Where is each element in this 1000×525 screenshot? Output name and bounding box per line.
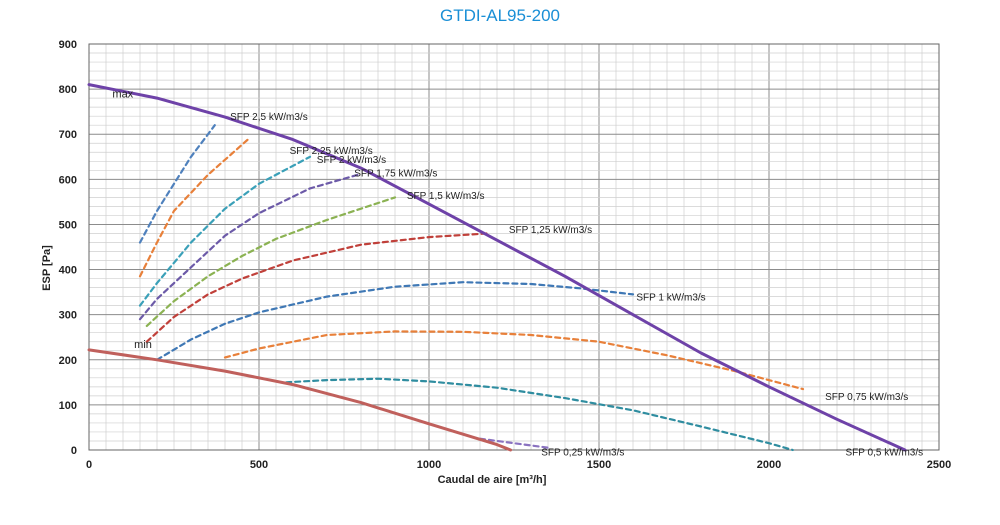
series-label: SFP 0,5 kW/m3/s (846, 447, 924, 458)
x-tick-label: 500 (250, 459, 268, 471)
series-line-sfp-1-5-kw-m3-s (145, 196, 397, 327)
series-line-sfp-0-25-kw-m3-s (478, 437, 550, 449)
grid-layer (88, 43, 940, 451)
y-tick-label: 700 (59, 129, 77, 141)
series-line-sfp-0-75-kw-m3-s (223, 330, 805, 391)
series-line-max (87, 83, 907, 452)
series-label: SFP 0,25 kW/m3/s (541, 447, 624, 458)
plot-frame (88, 43, 940, 451)
series-label: SFP 2,25 kW/m3/s (290, 146, 373, 157)
series-label: max (112, 89, 133, 101)
x-tick-label: 0 (86, 459, 92, 471)
series-label: SFP 1,5 kW/m3/s (407, 191, 485, 202)
series-label: SFP 1,75 kW/m3/s (354, 169, 437, 180)
y-tick-label: 600 (59, 174, 77, 186)
y-tick-label: 200 (59, 355, 77, 367)
series-line-sfp-0-5-kw-m3-s (285, 377, 794, 452)
series-line-sfp-1-kw-m3-s (155, 281, 635, 361)
x-tick-label: 1000 (417, 459, 441, 471)
x-tick-label: 2000 (757, 459, 781, 471)
series-line-sfp-1-25-kw-m3-s (145, 232, 488, 343)
y-tick-label: 500 (59, 219, 77, 231)
series-line-sfp-2-kw-m3-s (138, 155, 312, 307)
x-tick-label: 1500 (587, 459, 611, 471)
series-layer (87, 83, 907, 452)
series-label: min (134, 339, 152, 351)
y-tick-label: 400 (59, 265, 77, 277)
y-tick-label: 300 (59, 310, 77, 322)
series-label: SFP 0,75 kW/m3/s (825, 392, 908, 403)
series-label: SFP 2 kW/m3/s (317, 155, 386, 166)
y-tick-label: 100 (59, 400, 77, 412)
y-tick-label: 900 (59, 39, 77, 51)
x-axis-title: Caudal de aire [m³/h] (438, 474, 547, 486)
y-axis-title: ESP [Pa] (41, 245, 53, 291)
series-label: SFP 1 kW/m3/s (636, 293, 705, 304)
y-tick-label: 0 (71, 445, 77, 457)
series-line-sfp-1-75-kw-m3-s (138, 172, 363, 321)
chart-title: GTDI-AL95-200 (440, 6, 560, 25)
y-tick-label: 800 (59, 84, 77, 96)
x-tick-label: 2500 (927, 459, 951, 471)
axis-layer: Caudal de aire [m³/h] ESP [Pa] 0 500 1000 1… (41, 39, 951, 486)
series-line-min (87, 348, 513, 452)
series-line-sfp-2-5-kw-m3-s (138, 124, 216, 244)
series-line-sfp-2-25-kw-m3-s (138, 137, 250, 278)
series-label: SFP 1,25 kW/m3/s (509, 225, 592, 236)
series-label: SFP 2,5 kW/m3/s (230, 112, 308, 123)
